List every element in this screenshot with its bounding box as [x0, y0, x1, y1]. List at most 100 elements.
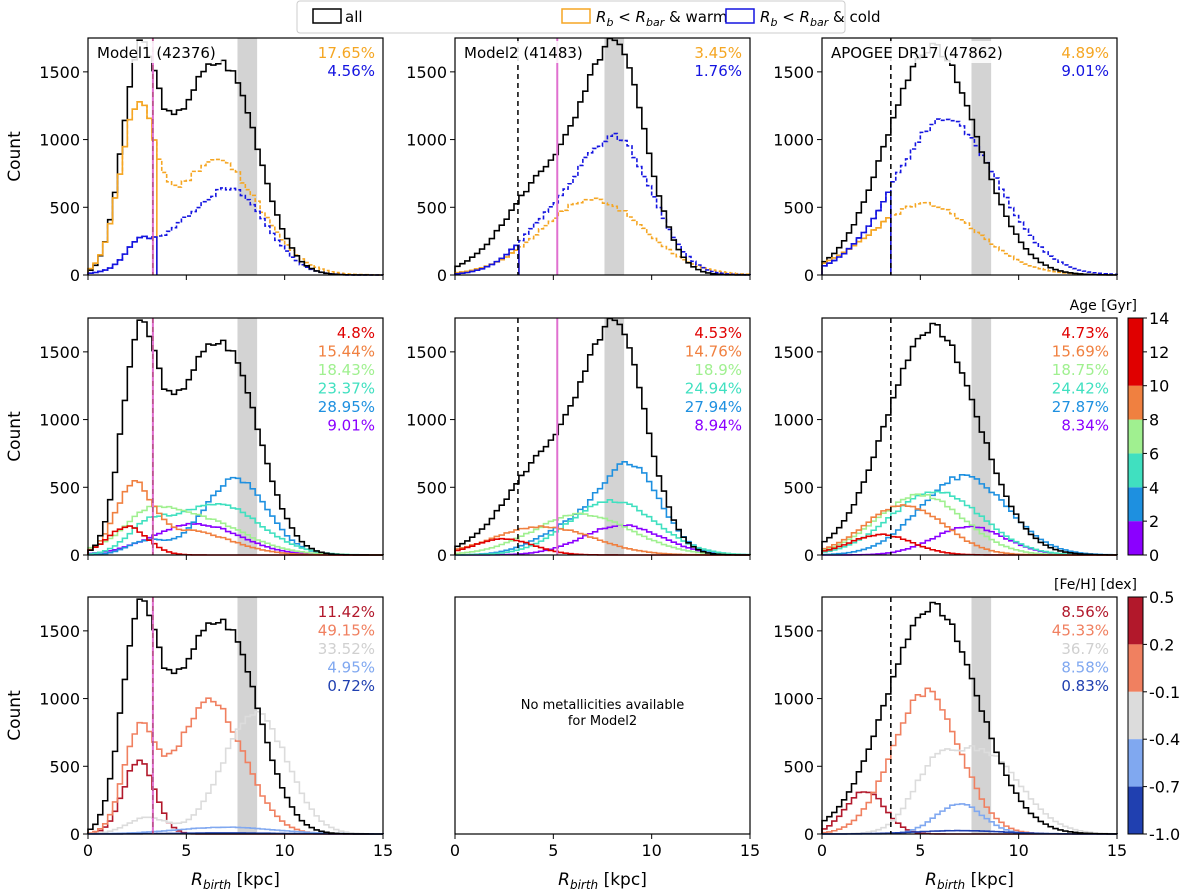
legend-swatch-2: [725, 8, 755, 24]
y-tick-label: 1500: [773, 343, 814, 362]
age-colorbar-bin-0: [1128, 521, 1143, 555]
colorbars: Age [Gyr] 14 12 10 8 6 4 2 0 [Fe/H] [dex] 0.5 0.2 -0…: [1054, 298, 1180, 844]
panel-r1-c2: 0 500 1000 1500 Model2 (41483) 3.45%1.76%: [406, 37, 751, 285]
age-percentage-0: 4.73%: [1061, 324, 1109, 342]
panel-title: Model2 (41483): [464, 44, 583, 62]
panel-frame: [454, 317, 751, 556]
age-colorbar-tick-label: 6: [1149, 444, 1159, 463]
age-percentage-2: 18.75%: [1052, 361, 1109, 379]
feh-colorbar-tick-label: 0.5: [1149, 588, 1174, 607]
y-axis-label: Count: [5, 411, 25, 462]
warm-percentage: 3.45%: [694, 44, 742, 62]
warm-percentage: 4.89%: [1061, 44, 1109, 62]
warm-inner-series: [87, 101, 158, 275]
y-axis-label: Count: [5, 131, 25, 182]
y-tick-label: 500: [416, 198, 447, 217]
x-tick-label: 15: [740, 841, 760, 860]
age-percentage-3: 24.42%: [1052, 380, 1109, 398]
feh-percentage-1: 45.33%: [1052, 622, 1109, 640]
legend: all Rb < Rbar & warm Rb < Rbar & cold: [296, 0, 881, 34]
y-tick-label: 1000: [773, 131, 814, 150]
age-colorbar-tick-label: 0: [1149, 546, 1159, 565]
age-percentage-1: 15.69%: [1052, 343, 1109, 361]
legend-frame: [296, 0, 846, 34]
all-series: [454, 317, 751, 556]
feh-colorbar-tick-label: -0.4: [1149, 730, 1180, 749]
feh-percentage-3: 8.58%: [1061, 659, 1109, 677]
solar-band: [237, 318, 258, 555]
panel-frame: [87, 596, 384, 835]
feh-series-2: [821, 745, 1118, 835]
plot-area: [455, 38, 750, 275]
feh-percentage-0: 8.56%: [1061, 603, 1109, 621]
no-data-message-line-1: No metallicities available: [521, 698, 684, 713]
age-percentage-5: 8.94%: [694, 417, 742, 435]
y-tick-label: 1000: [406, 131, 447, 150]
panel-frame: [87, 317, 384, 556]
y-tick-label: 0: [804, 546, 814, 565]
age-colorbar-tick-label: 2: [1149, 512, 1159, 531]
age-percentage-0: 4.8%: [337, 324, 375, 342]
solar-band: [604, 318, 625, 555]
y-tick-label: 1000: [39, 131, 80, 150]
y-tick-label: 1500: [39, 343, 80, 362]
y-tick-label: 0: [804, 825, 814, 844]
panel-r3-c1: 0 5 10 15 0 500 1000 1500 11.42%49.15%33.52%4.95…: [5, 596, 393, 892]
feh-colorbar-tick-label: 0.2: [1149, 635, 1174, 654]
x-tick-label: 15: [1107, 841, 1127, 860]
y-tick-label: 500: [416, 478, 447, 497]
y-tick-label: 1500: [773, 63, 814, 82]
x-tick-label: 0: [817, 841, 827, 860]
warm-percentage: 17.65%: [318, 44, 375, 62]
age-colorbar-bin-1: [1128, 487, 1143, 522]
solar-band: [971, 597, 992, 834]
feh-percentage-2: 36.7%: [1061, 640, 1109, 658]
age-colorbar-tick-label: 8: [1149, 411, 1159, 430]
solar-band: [971, 318, 992, 555]
y-tick-label: 500: [783, 478, 814, 497]
y-tick-label: 0: [70, 546, 80, 565]
age-percentage-1: 15.44%: [318, 343, 375, 361]
legend-label-0: all: [345, 8, 363, 26]
x-tick-label: 10: [274, 841, 294, 860]
plot-area: [455, 597, 750, 834]
warm-series: [821, 201, 1118, 276]
cold-percentage: 9.01%: [1061, 62, 1109, 80]
panel-frame: [454, 596, 751, 835]
all-series: [87, 319, 384, 556]
y-tick-label: 1500: [406, 63, 447, 82]
title-backdrop: [460, 41, 589, 63]
cold-inner-series: [454, 244, 520, 275]
warm-series: [454, 197, 751, 276]
no-data-message-line-2: for Model2: [568, 714, 637, 729]
feh-colorbar-bin-0: [1128, 597, 1143, 645]
all-series: [454, 37, 751, 276]
feh-percentage-2: 33.52%: [318, 640, 375, 658]
all-series: [821, 322, 1118, 556]
y-tick-label: 1500: [406, 343, 447, 362]
y-tick-label: 0: [437, 546, 447, 565]
y-tick-label: 500: [49, 757, 80, 776]
x-axis-label: Rbirth [kpc]: [925, 870, 1014, 892]
age-percentage-2: 18.43%: [318, 361, 375, 379]
age-percentage-1: 14.76%: [685, 343, 742, 361]
age-percentage-0: 4.53%: [694, 324, 742, 342]
age-percentage-3: 23.37%: [318, 380, 375, 398]
feh-colorbar-bin-2: [1128, 691, 1143, 740]
y-tick-label: 1000: [773, 690, 814, 709]
y-tick-label: 500: [49, 478, 80, 497]
y-tick-label: 1000: [39, 411, 80, 430]
y-tick-label: 500: [783, 757, 814, 776]
age-percentage-5: 8.34%: [1061, 417, 1109, 435]
solar-band: [971, 38, 992, 275]
x-tick-label: 10: [641, 841, 661, 860]
panel-r3-c3: 0 5 10 15 0 500 1000 1500 8.56%45.33%36.7%8.58%0…: [773, 596, 1127, 892]
panel-frame: [87, 37, 384, 276]
age-colorbar-bin-4: [1128, 385, 1143, 420]
y-tick-label: 1000: [773, 411, 814, 430]
y-tick-label: 0: [70, 825, 80, 844]
x-tick-label: 10: [1008, 841, 1028, 860]
cold-inner-series: [87, 235, 158, 275]
